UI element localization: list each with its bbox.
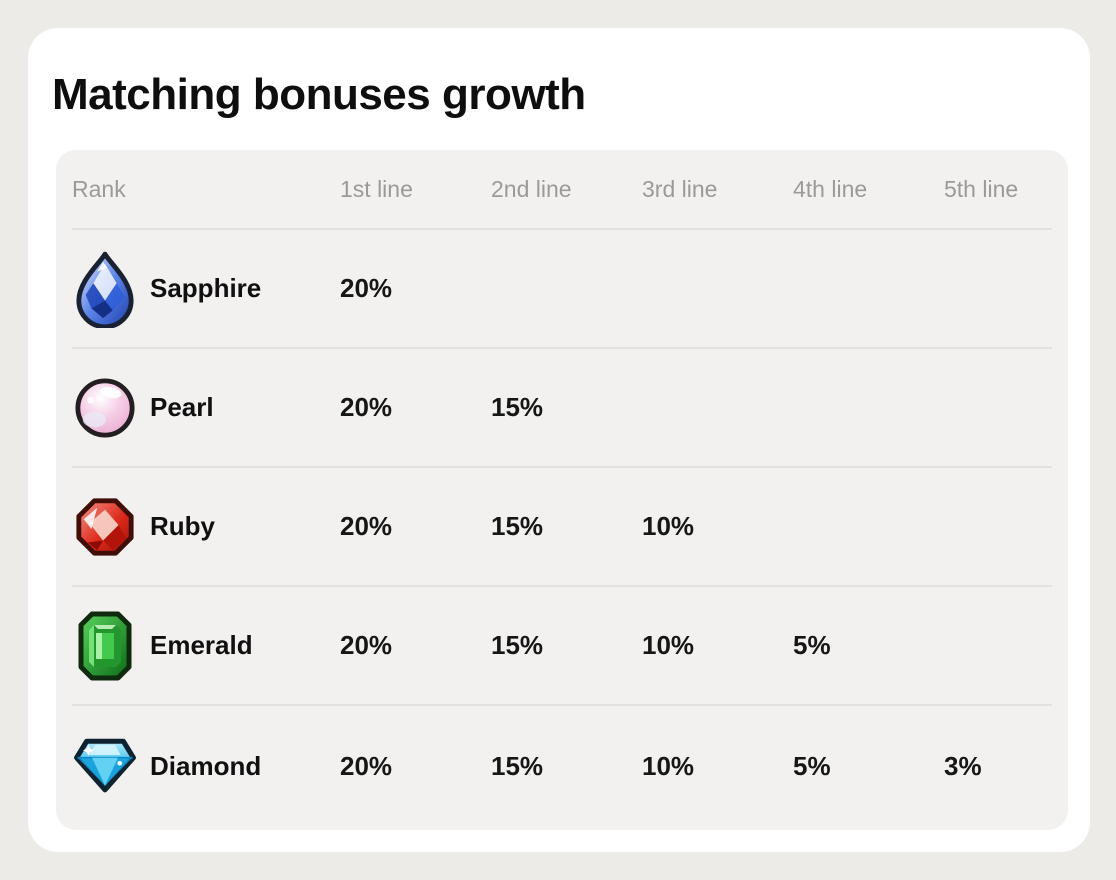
column-header-4th-line: 4th line [793, 175, 868, 202]
column-header-3rd-line: 3rd line [642, 175, 718, 202]
bonus-value-1st-line: 20% [340, 750, 393, 781]
table-row: Sapphire 20% [72, 230, 1052, 349]
rank-cell: Ruby [72, 496, 340, 558]
bonus-value-2nd-line: 15% [491, 392, 544, 422]
ruby-gem-icon [72, 496, 138, 558]
page-title: Matching bonuses growth [52, 70, 586, 119]
table-header-row: Rank 1st line 2nd line 3rd line 4th line… [72, 150, 1052, 230]
bonuses-card: Matching bonuses growth Rank 1st line 2n… [28, 28, 1090, 852]
bonus-value-2nd-line: 15% [491, 630, 544, 660]
column-header-rank: Rank [72, 175, 126, 202]
table-row: Pearl 20% 15% [72, 349, 1052, 468]
sapphire-gem-icon [72, 250, 138, 328]
bonus-value-2nd-line: 15% [491, 750, 544, 781]
bonuses-table: Rank 1st line 2nd line 3rd line 4th line… [56, 150, 1068, 830]
bonus-value-1st-line: 20% [340, 273, 393, 303]
rank-cell: Diamond [72, 735, 340, 797]
table-row: Emerald 20% 15% 10% 5% [72, 587, 1052, 706]
bonus-value-4th-line: 5% [793, 750, 831, 781]
column-header-2nd-line: 2nd line [491, 175, 572, 202]
bonus-value-3rd-line: 10% [642, 630, 695, 660]
bonus-value-2nd-line: 15% [491, 511, 544, 541]
bonus-value-4th-line: 5% [793, 630, 831, 660]
rank-cell: Emerald [72, 610, 340, 682]
emerald-gem-icon [72, 610, 138, 682]
rank-cell: Pearl [72, 377, 340, 439]
rank-name: Ruby [150, 511, 215, 541]
bonus-value-3rd-line: 10% [642, 511, 695, 541]
bonus-value-1st-line: 20% [340, 630, 393, 660]
column-header-5th-line: 5th line [944, 175, 1019, 202]
table-row: Ruby 20% 15% 10% [72, 468, 1052, 587]
bonus-value-1st-line: 20% [340, 392, 393, 422]
bonus-value-1st-line: 20% [340, 511, 393, 541]
rank-cell: Sapphire [72, 250, 340, 328]
table-row: Diamond 20% 15% 10% 5% 3% [72, 706, 1052, 826]
pearl-gem-icon [72, 377, 138, 439]
table-body: Sapphire 20% Pearl 20% 15% [72, 230, 1052, 826]
column-header-1st-line: 1st line [340, 175, 413, 202]
bonus-value-3rd-line: 10% [642, 750, 695, 781]
rank-name: Emerald [150, 630, 253, 660]
rank-name: Pearl [150, 392, 214, 422]
bonus-value-5th-line: 3% [944, 750, 982, 781]
rank-name: Diamond [150, 750, 262, 781]
rank-name: Sapphire [150, 273, 262, 303]
diamond-gem-icon [72, 735, 138, 797]
